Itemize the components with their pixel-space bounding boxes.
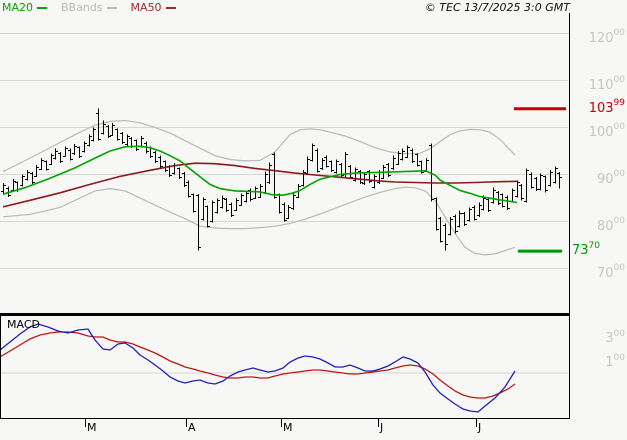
legend-item-bbands: BBands	[61, 1, 117, 14]
legend-label: BBands	[61, 1, 103, 14]
y-axis-label: 11000	[588, 75, 625, 93]
legend-line-sample	[106, 6, 117, 9]
y-axis-label: 7000	[597, 263, 625, 281]
y-axis-label: 12000	[588, 28, 625, 46]
legend-label: MA50	[130, 1, 162, 14]
month-label: M	[87, 421, 97, 434]
y-axis-label: 10000	[588, 122, 625, 140]
month-label: A	[188, 421, 196, 434]
copyright-text: © TEC 13/7/2025 3:0 GMT	[424, 1, 570, 14]
macd-axis-label: 300	[605, 328, 625, 346]
month-label: J	[478, 421, 482, 434]
chart-legend: MA20 BBands MA50	[2, 1, 176, 14]
legend-line-sample	[165, 6, 176, 9]
resistance-level-label: 10399	[588, 98, 625, 116]
month-label: J	[380, 421, 384, 434]
legend-item-ma50: MA50	[131, 1, 176, 14]
y-axis-label: 8000	[597, 216, 625, 234]
y-axis-label: 9000	[597, 169, 625, 187]
legend-item-ma20: MA20	[2, 1, 48, 14]
legend-line-sample	[37, 6, 48, 9]
macd-axis-label: 100	[605, 352, 625, 370]
month-label: M	[283, 421, 293, 434]
support-level-label: 7370	[572, 240, 600, 259]
macd-panel-label: MACD	[7, 318, 40, 331]
legend-label: MA20	[2, 1, 34, 14]
